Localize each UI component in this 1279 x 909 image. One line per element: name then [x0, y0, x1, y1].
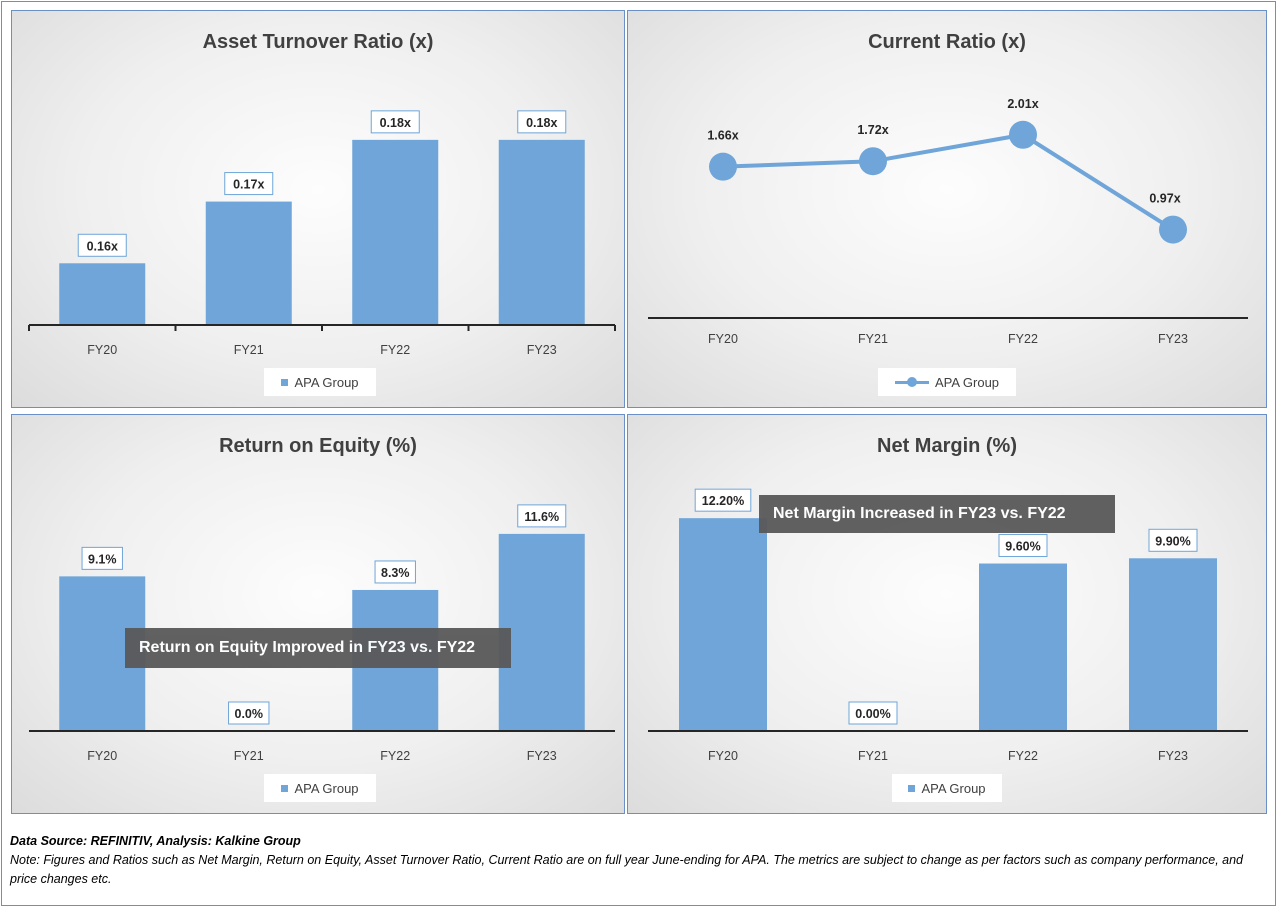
- legend-label: APA Group: [294, 374, 359, 390]
- category-label-fy20: FY20: [708, 332, 738, 346]
- category-label-fy23: FY23: [1158, 749, 1188, 763]
- bar-fy22: [352, 139, 439, 325]
- category-label-fy20: FY20: [708, 749, 738, 763]
- net-margin-title: Net Margin (%): [877, 435, 1017, 457]
- roe-panel: Return on Equity (%) 9.1% FY20 0.0% FY21 8.3…: [11, 414, 625, 814]
- bar-fy23: [1129, 558, 1217, 731]
- data-label-fy20: 12.20%: [702, 494, 744, 508]
- data-label-fy20-box: [77, 233, 127, 257]
- net-margin-legend: APA Group: [892, 774, 1002, 802]
- data-label-fy23: 9.90%: [1155, 534, 1190, 548]
- data-label-fy20: 0.16x: [87, 239, 118, 253]
- data-label-fy21: 0.17x: [233, 178, 264, 192]
- data-label-fy21: 1.72x: [857, 123, 888, 137]
- data-label-fy22-box: [374, 560, 416, 584]
- asset-turnover-panel: Asset Turnover Ratio (x) 0.16x FY20 0.17x F…: [11, 10, 625, 408]
- category-label-fy22: FY22: [380, 749, 410, 763]
- data-label-fy22-box: [998, 534, 1048, 558]
- footer-note: Note: Figures and Ratios such as Net Mar…: [10, 853, 1244, 886]
- asset-turnover-legend: APA Group: [264, 368, 376, 396]
- data-label-fy21-box: [228, 701, 270, 725]
- data-label-fy20: 9.1%: [88, 552, 117, 566]
- category-label-fy21: FY21: [234, 749, 264, 763]
- asset-turnover-title: Asset Turnover Ratio (x): [202, 31, 434, 53]
- bar-fy23: [498, 533, 585, 731]
- category-label-fy22: FY22: [1008, 332, 1038, 346]
- data-source: Data Source: REFINITIV, Analysis: Kalkin…: [10, 834, 301, 848]
- data-label-fy21-box: [224, 172, 274, 196]
- asset-turnover-chart: 0.16x FY20 0.17x FY21 0.18x FY22 0.18x FY23: [28, 110, 616, 357]
- legend-swatch: [908, 784, 916, 792]
- point-fy23: [1159, 215, 1187, 244]
- point-fy22: [1009, 120, 1037, 149]
- net-margin-panel: Net Margin (%) 12.20% FY20 0.00% FY21 9.60% F…: [627, 414, 1267, 814]
- legend-swatch: [281, 784, 289, 792]
- data-label-fy20-box: [694, 488, 752, 512]
- data-label-fy22: 0.18x: [380, 116, 411, 130]
- bar-fy20: [679, 518, 767, 731]
- legend-swatch: [281, 378, 289, 386]
- legend-line-swatch: [894, 376, 929, 387]
- series-line: [722, 132, 1175, 232]
- category-label-fy21: FY21: [234, 343, 264, 357]
- data-label-fy21-box: [848, 701, 898, 725]
- category-label-fy23: FY23: [1158, 332, 1188, 346]
- legend-label: APA Group: [921, 780, 986, 796]
- category-label-fy21: FY21: [858, 749, 888, 763]
- roe-chart: 9.1% FY20 0.0% FY21 8.3% FY22 11.6% FY23: [29, 504, 615, 763]
- data-label-fy22: 9.60%: [1005, 540, 1040, 554]
- point-fy21: [859, 147, 887, 176]
- legend-label: APA Group: [934, 374, 1000, 390]
- legend-label: APA Group: [294, 780, 359, 796]
- current-ratio-legend: APA Group: [878, 368, 1016, 396]
- category-label-fy20: FY20: [87, 343, 117, 357]
- current-ratio-title: Current Ratio (x): [868, 31, 1026, 53]
- data-label-fy21: 0.00%: [855, 707, 890, 721]
- roe-title: Return on Equity (%): [219, 435, 417, 457]
- data-label-fy22: 2.01x: [1007, 97, 1038, 111]
- bar-fy23: [498, 139, 585, 325]
- category-label-fy23: FY23: [527, 343, 557, 357]
- roe-legend: APA Group: [264, 774, 376, 802]
- data-label-fy23-box: [1148, 528, 1198, 552]
- data-label-fy23: 0.97x: [1149, 192, 1180, 206]
- category-label-fy21: FY21: [858, 332, 888, 346]
- category-label-fy22: FY22: [380, 343, 410, 357]
- data-label-fy21: 0.0%: [235, 707, 264, 721]
- data-label-fy20-box: [81, 546, 123, 570]
- data-label-fy20: 1.66x: [707, 129, 738, 143]
- current-ratio-panel: Current Ratio (x) 1.66x FY20 1.72x FY21 2.01…: [627, 10, 1267, 408]
- data-label-fy22-box: [370, 110, 420, 134]
- roe-annotation: Return on Equity Improved in FY23 vs. FY…: [125, 628, 511, 668]
- footer: Data Source: REFINITIV, Analysis: Kalkin…: [10, 832, 1270, 889]
- data-label-fy23: 11.6%: [524, 510, 559, 524]
- data-label-fy23-box: [517, 504, 567, 528]
- bar-fy22: [979, 563, 1067, 731]
- net-margin-chart: 12.20% FY20 0.00% FY21 9.60% FY22 9.90% FY23: [648, 488, 1248, 763]
- bar-fy21: [205, 201, 292, 325]
- category-label-fy22: FY22: [1008, 749, 1038, 763]
- category-label-fy23: FY23: [527, 749, 557, 763]
- data-label-fy23: 0.18x: [526, 116, 557, 130]
- bar-fy20: [59, 263, 146, 325]
- data-label-fy22: 8.3%: [381, 566, 410, 580]
- point-fy20: [709, 152, 737, 181]
- data-label-fy23-box: [517, 110, 567, 134]
- category-label-fy20: FY20: [87, 749, 117, 763]
- net-margin-annotation: Net Margin Increased in FY23 vs. FY22: [759, 495, 1115, 533]
- current-ratio-chart: 1.66x FY20 1.72x FY21 2.01x FY22 0.97x FY23: [648, 97, 1248, 346]
